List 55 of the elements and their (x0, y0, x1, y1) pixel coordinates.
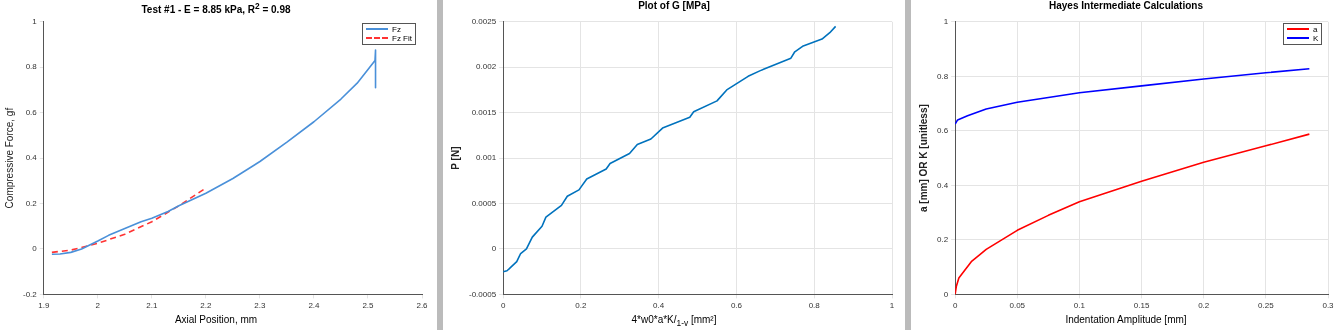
x-tick-label: 1.9 (38, 301, 50, 311)
legend-label: Fz (392, 24, 401, 34)
x-axis-title: Axial Position, mm (173, 314, 259, 325)
y-tick-label: 0.0025 (471, 17, 497, 26)
x-tick-label: 0.4 (653, 301, 665, 311)
y-tick-label: 0.6 (937, 126, 949, 136)
x-tick-label: 0 (500, 301, 506, 311)
x-tick-label: 0 (952, 301, 958, 311)
y-tick-label: 0.001 (476, 153, 497, 163)
x-tick-label: 1 (889, 301, 895, 311)
y-axis-title: P [N] (449, 146, 461, 170)
y-tick-label: -0.0005 (468, 289, 497, 299)
y-tick-label: 0.4 (25, 153, 38, 163)
x-tick-label: 0.8 (808, 301, 821, 311)
x-tick-label: 2 (95, 301, 101, 311)
x-tick-label: 2.6 (416, 301, 429, 311)
y-tick-label: 0 (943, 289, 949, 299)
x-tick-label: 0.25 (1258, 301, 1275, 311)
x-tick-label: 0.2 (575, 301, 588, 311)
x-tick-label: 0.05 (1009, 301, 1026, 311)
x-tick-label: 0.1 (1073, 301, 1086, 311)
legend-label: K (1313, 33, 1319, 43)
x-tick-label: 2.1 (146, 301, 158, 311)
y-tick-label: 0.2 (937, 235, 949, 245)
y-tick-label: 0.8 (25, 62, 38, 72)
y-tick-label: 0.0015 (471, 107, 497, 117)
y-tick-label: 0.6 (25, 107, 38, 117)
y-tick-label: -0.2 (22, 289, 38, 299)
chart-title: Hayes Intermediate Calculations (1048, 0, 1204, 13)
y-tick-label: 0.002 (476, 62, 497, 72)
x-tick-label: 2.2 (200, 301, 212, 311)
x-tick-label: 2.5 (362, 301, 375, 311)
y-tick-label: 0 (491, 244, 497, 254)
y-tick-label: 0.0005 (471, 198, 497, 208)
x-tick-label: 0.15 (1133, 301, 1150, 311)
y-tick-label: 0.4 (937, 180, 949, 190)
line-series (51, 187, 207, 254)
y-axis-title: Compressive Force, gf (3, 107, 15, 209)
x-tick-label: 2.4 (308, 301, 321, 311)
legend-label: a (1313, 24, 1318, 34)
x-axis-title: 4*w0*a*K/$_{1-v}$ [mm²] (630, 314, 718, 328)
y-axis-title: a [mm] OR K [unitless] (917, 104, 929, 212)
x-tick-label: 0.2 (1198, 301, 1210, 311)
y-tick-label: 0.8 (937, 71, 949, 81)
chart-title: Test #1 - E = 8.85 kPa, R$^{2}$ = 0.98 (140, 0, 292, 16)
x-tick-label: 2.3 (254, 301, 267, 311)
x-axis-title: Indentation Amplitude [mm] (1064, 314, 1188, 325)
chart-title: Plot of G [MPa] (637, 0, 711, 13)
legend-label: Fz Fit (392, 33, 412, 43)
y-tick-label: 1 (32, 17, 38, 26)
x-tick-label: 0.3 (1322, 301, 1335, 311)
y-tick-label: 0.2 (25, 198, 38, 208)
y-tick-label: 1 (943, 17, 949, 26)
x-tick-label: 0.6 (730, 301, 743, 311)
y-tick-label: 0 (32, 244, 38, 254)
